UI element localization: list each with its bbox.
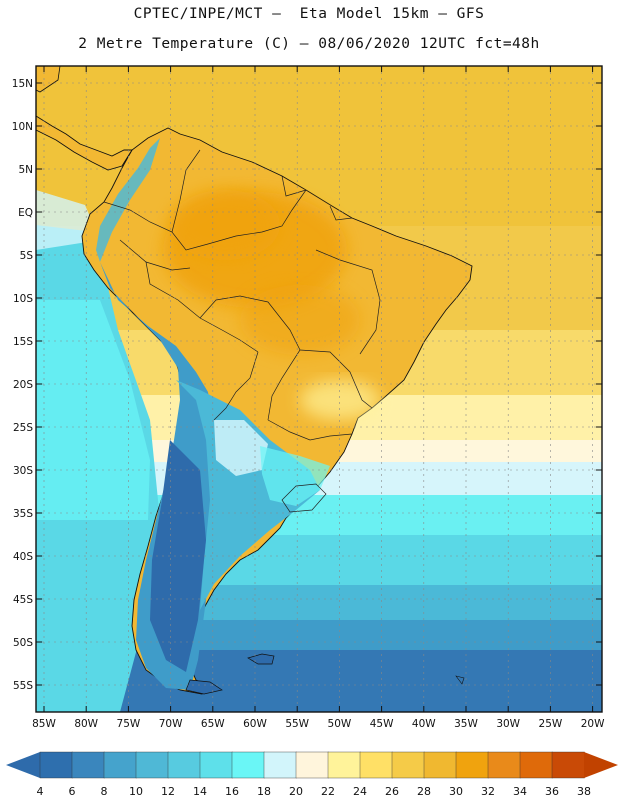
country-borders (103, 149, 381, 513)
longitude-labels: 85W 80W 75W 70W 65W 60W 55W 50W 45W 40W 35W 30W 25W 2… (32, 718, 605, 730)
colorbar-swatch (103, 751, 137, 779)
lat-label: 30S (13, 465, 33, 477)
colorbar-swatch (359, 751, 393, 779)
lon-label: 80W (74, 718, 98, 730)
colorbar-label: 18 (257, 785, 271, 798)
colorbar-swatch (39, 751, 73, 779)
lon-label: 40W (412, 718, 436, 730)
colorbar-label: 34 (513, 785, 527, 798)
lon-label: 50W (328, 718, 352, 730)
colorbar-swatch (551, 751, 585, 779)
chart-subtitle: 2 Metre Temperature (C) – 08/06/2020 12U… (78, 36, 540, 52)
lon-label: 65W (201, 718, 225, 730)
colorbar-swatch (327, 751, 361, 779)
lon-label: 85W (32, 718, 56, 730)
colorbar-swatch (199, 751, 233, 779)
colorbar-label: 28 (417, 785, 431, 798)
colorbar-swatch (167, 751, 201, 779)
lat-label: 25S (13, 422, 33, 434)
colorbar-label: 24 (353, 785, 367, 798)
colorbar-label: 22 (321, 785, 335, 798)
colorbar-label: 4 (37, 785, 44, 798)
lon-label: 30W (496, 718, 520, 730)
lon-label: 70W (159, 718, 183, 730)
graticule (36, 66, 602, 712)
colorbar-label: 10 (129, 785, 143, 798)
colorbar-swatch (391, 751, 425, 779)
colorbar-label: 38 (577, 785, 591, 798)
lat-label: 50S (13, 637, 33, 649)
lat-label: 40S (13, 551, 33, 563)
colorbar-label: 26 (385, 785, 399, 798)
lon-label: 75W (117, 718, 141, 730)
lat-label: 15N (12, 78, 33, 90)
axis-ticks (36, 66, 602, 712)
map-frame (35, 65, 603, 713)
colorbar-swatch (423, 751, 457, 779)
lat-label: 15S (13, 336, 33, 348)
colorbar-label: 12 (161, 785, 175, 798)
lat-label: 35S (13, 508, 33, 520)
colorbar-low-arrow (6, 752, 40, 778)
lat-label: 10N (12, 121, 33, 133)
colorbar-label: 20 (289, 785, 303, 798)
lon-label: 35W (454, 718, 478, 730)
lat-label: 5N (18, 164, 33, 176)
colorbar-swatch (519, 751, 553, 779)
colorbar: 4 6 8 10 12 14 16 18 20 22 24 26 28 30 32 34 36 38 (6, 751, 618, 798)
lat-label: 5S (20, 250, 34, 262)
lat-label: EQ (18, 207, 33, 219)
colorbar-swatch (295, 751, 329, 779)
lon-label: 55W (285, 718, 309, 730)
colorbar-label: 36 (545, 785, 559, 798)
colorbar-label: 30 (449, 785, 463, 798)
lat-label: 10S (13, 293, 33, 305)
colorbar-swatch (231, 751, 265, 779)
lat-label: 20S (13, 379, 33, 391)
latitude-labels: 15N 10N 5N EQ 5S 10S 15S 20S 25S 30S 35S 40S 45S 50S 5… (12, 78, 34, 692)
colorbar-swatch (71, 751, 105, 779)
lon-label: 25W (539, 718, 563, 730)
colorbar-label: 16 (225, 785, 239, 798)
colorbar-swatch (455, 751, 489, 779)
colorbar-label: 14 (193, 785, 207, 798)
lon-label: 60W (243, 718, 267, 730)
temperature-field (36, 66, 602, 712)
chart-title: CPTEC/INPE/MCT – Eta Model 15km – GFS (133, 6, 485, 22)
lat-label: 45S (13, 594, 33, 606)
colorbar-label: 8 (101, 785, 108, 798)
lon-label: 45W (370, 718, 394, 730)
colorbar-high-arrow (584, 752, 618, 778)
lon-label: 20W (581, 718, 605, 730)
lat-label: 55S (13, 680, 33, 692)
colorbar-swatch (135, 751, 169, 779)
colorbar-label: 32 (481, 785, 495, 798)
colorbar-swatch (263, 751, 297, 779)
colorbar-swatch (487, 751, 521, 779)
colorbar-label: 6 (69, 785, 76, 798)
